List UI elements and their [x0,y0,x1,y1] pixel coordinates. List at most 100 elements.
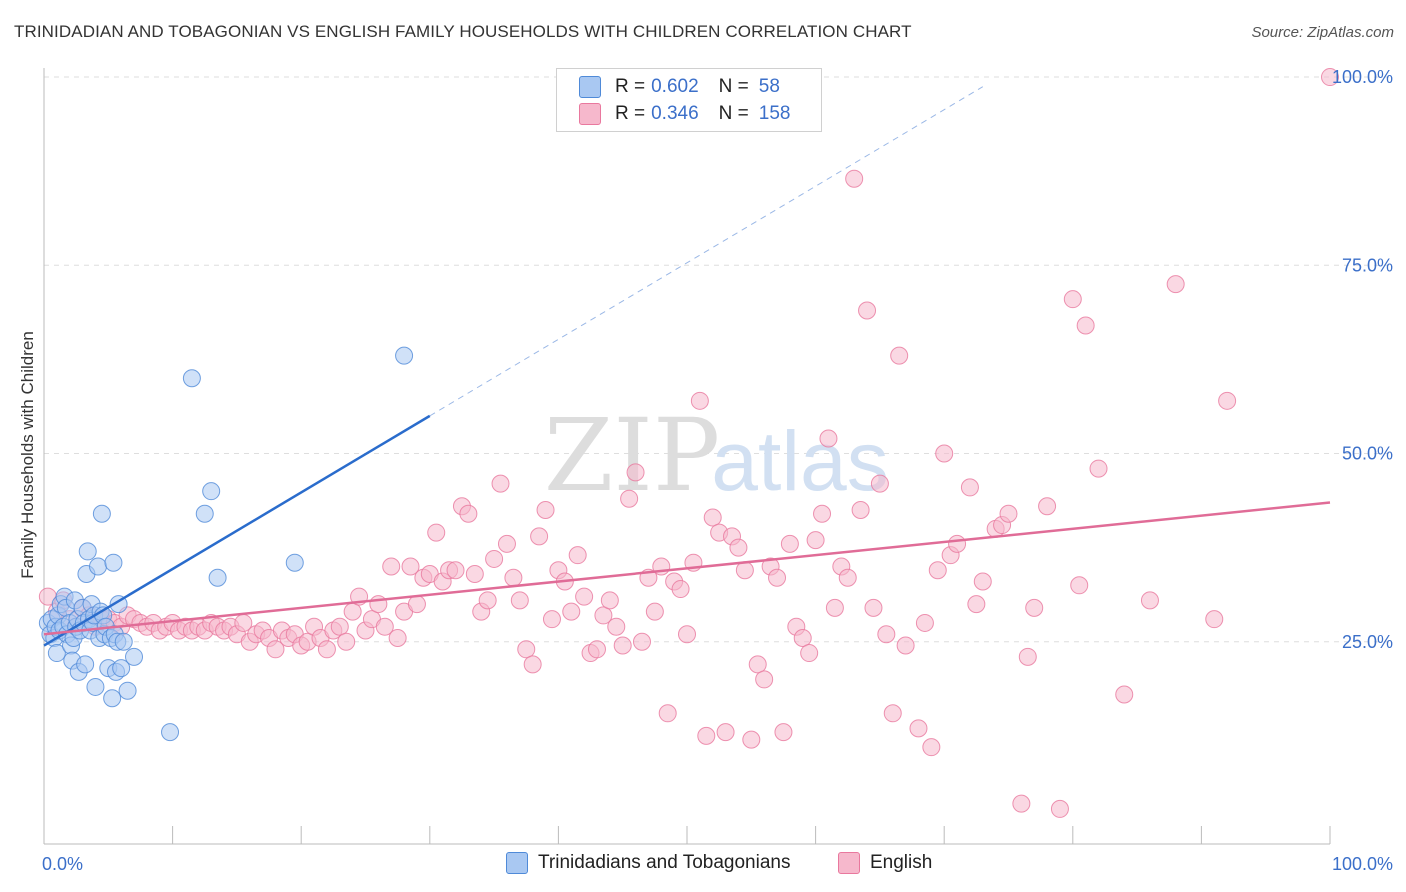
data-point-english [407,595,426,614]
data-point-english [755,670,774,689]
data-point-english [1025,598,1044,617]
data-point-trinidadian [195,504,214,523]
data-point-english [497,534,516,553]
data-point-english [1038,497,1057,516]
data-point-english [813,504,832,523]
data-point-english [575,587,594,606]
data-point-trinidadian [76,655,95,674]
data-point-english [427,523,446,542]
data-point-english [671,580,690,599]
y-tick-label: 50.0% [1342,444,1393,464]
data-point-english [562,602,581,621]
data-point-english [703,508,722,527]
legend-swatch-trinidadians [579,76,601,98]
data-point-english [523,655,542,674]
y-axis-label: Family Households with Children [18,331,37,579]
data-point-trinidadian [114,632,133,651]
data-point-english [967,595,986,614]
data-point-english [742,730,761,749]
data-point-english [1205,610,1224,629]
watermark: ZIP atlas [544,397,889,514]
data-point-english [620,489,639,508]
data-point-english [632,632,651,651]
data-point-english [858,301,877,320]
trend-line-trinidadians [43,414,431,647]
data-point-english [504,568,523,587]
data-point-english [446,561,465,580]
bottom-legend-english: English [838,852,932,874]
data-point-english [690,391,709,410]
chart-title: TRINIDADIAN AND TOBAGONIAN VS ENGLISH FA… [14,22,912,41]
y-tick-label: 75.0% [1342,255,1393,275]
data-point-trinidadian [86,677,105,696]
data-point-english [890,346,909,365]
x-tick-label: 100.0% [1332,854,1393,874]
data-point-english [774,723,793,742]
data-point-english [999,504,1018,523]
data-point-english [658,704,677,723]
data-point-english [915,613,934,632]
legend-n-label: N = [718,76,749,97]
watermark-atlas: atlas [711,414,888,508]
data-point-english [909,719,928,738]
data-point-english [317,640,336,659]
data-point-english [973,572,992,591]
data-point-trinidadian [103,689,122,708]
source-label: Source: ZipAtlas.com [1251,24,1394,41]
tick-labels: 25.0% 50.0% 75.0% 100.0% 0.0% 100.0% [42,67,1393,874]
data-point-english [645,602,664,621]
data-point-english [768,568,787,587]
series-english [38,68,1339,818]
data-point-english [1070,576,1089,595]
data-point-trinidadian [78,542,97,561]
data-point-english [491,474,510,493]
data-point-english [542,610,561,629]
data-point-english [485,549,504,568]
data-point-english [568,546,587,565]
legend-n-value: 158 [758,103,791,124]
data-point-english [337,632,356,651]
data-point-trinidadian [125,647,144,666]
data-point-english [870,474,889,493]
legend-r-value: 0.346 [651,103,699,124]
data-point-english [780,534,799,553]
data-point-trinidadian [92,504,111,523]
data-point-english [343,602,362,621]
legend-n-label: N = [718,103,749,124]
data-point-english [793,629,812,647]
data-point-english [1050,799,1069,818]
data-point-english [517,640,536,659]
data-point-english [1012,794,1031,813]
data-point-english [883,704,902,723]
grid-lines [44,76,1394,643]
data-point-english [478,591,497,610]
data-point-english [928,561,947,580]
legend: R = 0.602 N = 58 R = 0.346 N = 158 [556,68,822,132]
data-point-english [465,565,484,583]
y-tick-label: 25.0% [1342,632,1393,652]
data-point-english [960,478,979,497]
data-point-english [613,636,632,655]
data-point-english [401,557,420,576]
legend-r-label: R = [615,103,646,124]
data-point-english [600,591,619,610]
legend-swatch-english [579,103,601,125]
data-point-english [607,617,626,636]
data-point-english [819,429,838,448]
x-tick-label: 0.0% [42,854,83,874]
bottom-legend-swatch-trinidadians [506,852,528,874]
data-point-trinidadian [202,482,221,501]
bottom-legend-trinidadians: Trinidadians and Tobagonians [506,852,790,874]
data-point-english [1115,685,1134,704]
data-point-english [716,723,735,742]
data-point-english [375,617,394,636]
data-point-trinidadian [112,659,131,678]
trend-lines [43,86,1331,647]
data-point-trinidadian [47,644,66,663]
data-point-english [1089,459,1108,478]
data-point-english [748,655,767,674]
data-point-english [678,625,696,644]
data-point-trinidadian [182,369,201,388]
legend-row-trinidadians: R = 0.602 N = 58 [579,75,780,99]
